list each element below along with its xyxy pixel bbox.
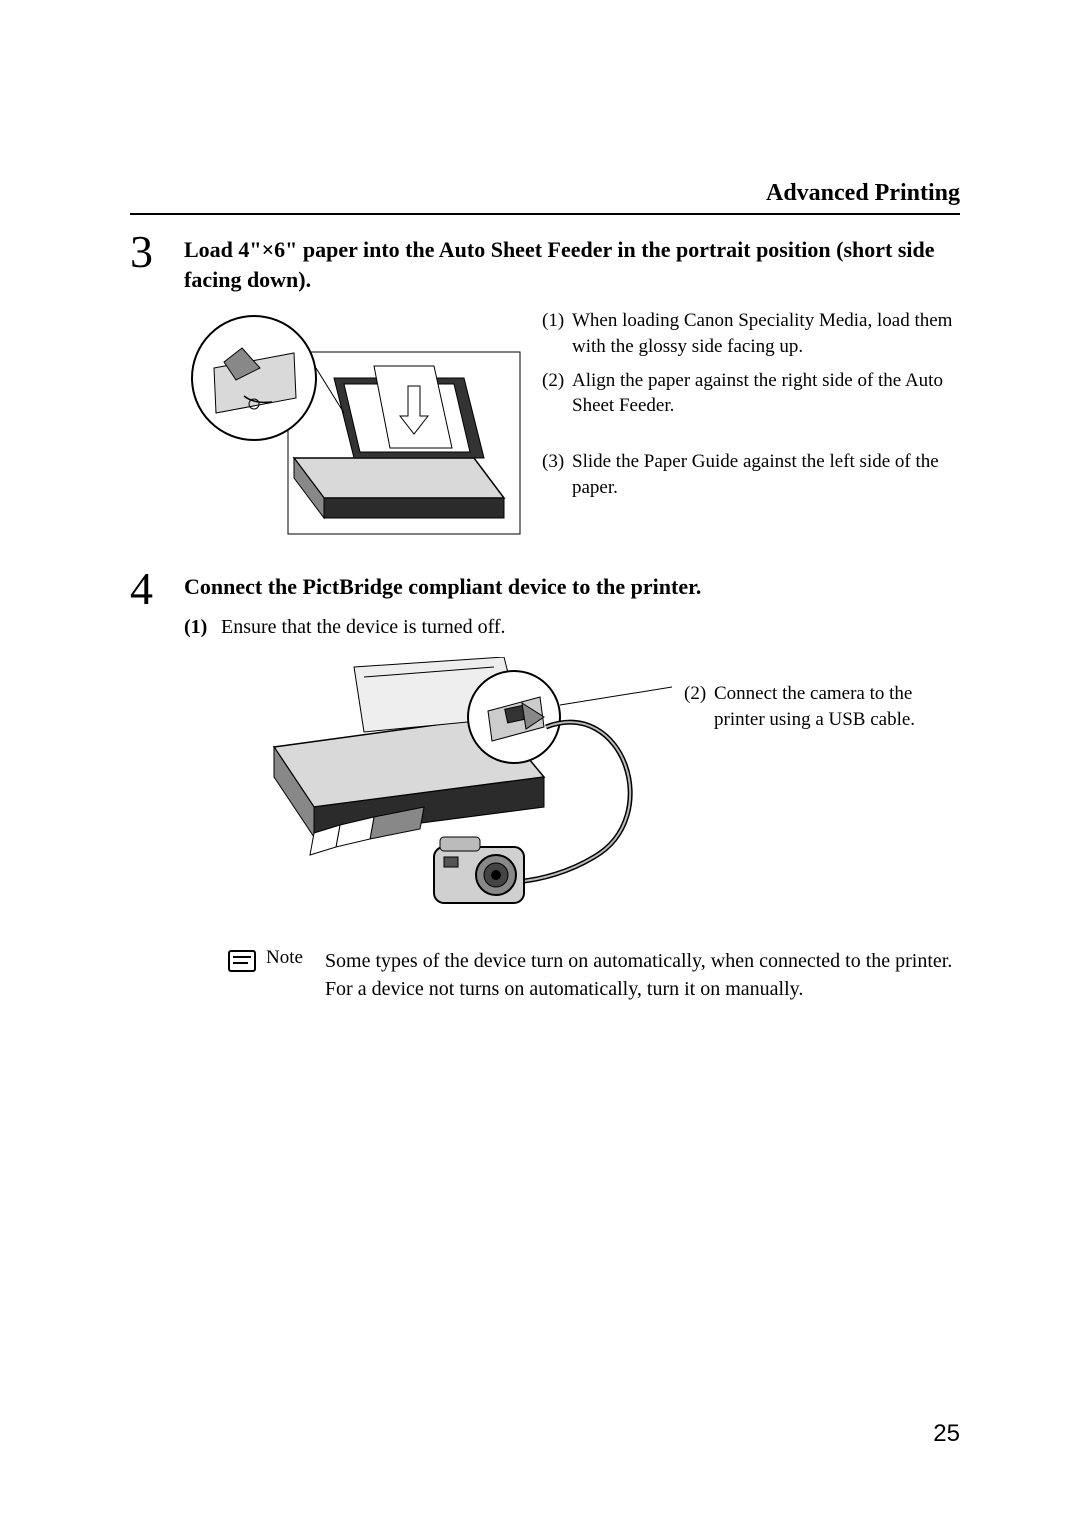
step-4-diagram (244, 657, 674, 917)
step-4-annotation: (2) Connect the camera to the printer us… (684, 657, 960, 740)
step-3-annotations: (1) When loading Canon Speciality Media,… (542, 308, 960, 538)
anno-3-1-text: When loading Canon Speciality Media, loa… (572, 308, 960, 359)
note-row: Note Some types of the device turn on au… (228, 947, 960, 1003)
step-3-diagram (184, 308, 524, 538)
anno-3-1-num: (1) (542, 308, 572, 359)
step-3-title: Load 4"×6" paper into the Auto Sheet Fee… (184, 235, 960, 294)
note-label: Note (266, 947, 303, 969)
page-number: 25 (933, 1420, 960, 1448)
step-4-substep-text: Ensure that the device is turned off. (221, 616, 506, 638)
step-4-number: 4 (130, 566, 180, 612)
anno-3-3-num: (3) (542, 449, 572, 500)
header-rule (130, 213, 960, 215)
anno-4-2-num: (2) (684, 681, 714, 732)
anno-4-2-text: Connect the camera to the printer using … (714, 681, 960, 732)
anno-3-2-num: (2) (542, 368, 572, 419)
anno-3-2-text: Align the paper against the right side o… (572, 368, 960, 419)
step-4-substep-num: (1) (184, 616, 216, 639)
header-title: Advanced Printing (766, 180, 960, 206)
step-4: 4 Connect the PictBridge compliant devic… (130, 572, 960, 1003)
step-3-number: 3 (130, 229, 180, 275)
note-icon (228, 950, 256, 972)
step-4-substep: (1) Ensure that the device is turned off… (184, 616, 960, 639)
note-text: Some types of the device turn on automat… (325, 947, 960, 1003)
step-3: 3 Load 4"×6" paper into the Auto Sheet F… (130, 235, 960, 538)
anno-3-3-text: Slide the Paper Guide against the left s… (572, 449, 960, 500)
step-4-title: Connect the PictBridge compliant device … (184, 572, 960, 602)
